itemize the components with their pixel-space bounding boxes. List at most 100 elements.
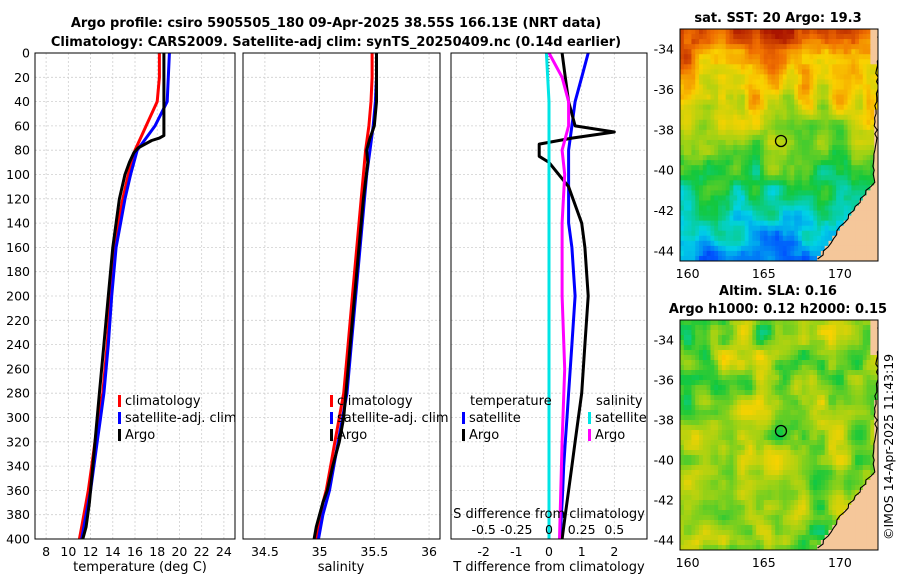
sla-cell [771,410,776,416]
sst-cell [699,205,704,212]
sst-cell [767,104,772,111]
sla-cell [866,440,871,446]
sst-cell [695,220,700,227]
sst-cell [801,225,807,232]
sst-cell [691,170,696,176]
sst-cell [820,195,826,202]
sst-cell [851,99,856,106]
sst-cell [813,230,818,237]
sst-cell [820,29,826,35]
sst-cell [733,129,738,136]
sla-cell [771,425,776,431]
sla-cell [733,465,738,471]
sla-cell [740,340,746,346]
sla-cell [862,475,868,481]
sst-cell [733,64,738,70]
sst-cell [699,220,704,227]
sst-cell [763,160,769,166]
sla-cell [828,400,833,406]
sla-cell [771,450,776,456]
sla-cell [710,465,715,471]
sla-cell [836,545,841,550]
sst-cell [687,155,693,161]
sla-cell [763,440,769,446]
sla-cell [794,410,799,416]
sst-cell [687,34,693,40]
sst-cell [718,114,723,121]
sst-cell [862,109,868,116]
sla-cell [767,535,772,541]
sla-cell [714,470,719,476]
sla-cell [725,425,731,431]
sst-cell [763,54,769,60]
sst-cell [763,99,769,106]
sla-cell [752,490,757,496]
sst-cell [858,255,864,261]
x-tick-label: 24 [216,544,232,559]
sla-cell [718,545,723,550]
sst-cell [858,54,864,60]
sla-cell [843,475,849,481]
sst-cell [767,124,772,131]
sst-cell [763,240,769,247]
sst-cell [847,160,852,166]
sla-cell [790,350,795,356]
sla-cell [748,340,753,346]
sla-cell [752,440,757,446]
sst-cell [752,170,757,176]
sla-cell [771,380,776,386]
sla-cell [851,385,856,391]
sst-cell [790,139,795,146]
sla-cell [763,470,769,476]
sst-y-tick-label: -38 [654,122,674,137]
sst-cell [836,129,841,136]
sst-cell [687,150,693,156]
sla-cell [824,390,830,396]
sst-cell [763,175,769,181]
sla-cell [725,545,731,550]
sla-cell [858,450,864,456]
sst-cell [862,210,868,217]
sla-cell [737,360,742,366]
sst-cell [714,145,719,151]
sla-y-tick-label: -40 [654,453,674,468]
sla-cell [836,460,841,466]
sst-cell [721,89,727,96]
sla-cell [710,405,715,411]
sst-cell [687,180,693,186]
sla-cell [699,350,704,356]
sst-cell [798,250,803,257]
sst-cell [687,89,693,96]
sla-cell [809,350,814,356]
sla-cell [801,405,807,411]
sla-cell [725,490,731,496]
sla-cell [779,325,784,331]
sla-cell [759,460,765,466]
sst-cell [782,175,788,181]
sst-cell [798,29,803,35]
sst-cell [740,34,746,40]
sst-cell [740,145,746,151]
sst-cell [680,119,685,126]
sst-cell [710,99,715,106]
sst-cell [858,49,864,55]
sla-cell [870,355,875,361]
sst-cell [748,215,753,222]
sla-cell [824,425,830,431]
sla-cell [809,475,814,481]
sst-cell [687,129,693,136]
sla-cell [744,360,750,366]
sst-cell [718,220,723,227]
sla-cell [805,330,811,336]
sst-cell [779,39,784,45]
sla-cell [718,325,723,331]
sst-cell [752,220,757,227]
sst-cell [683,29,689,35]
sst-cell [699,145,704,151]
sst-cell [702,59,708,65]
sst-cell [759,180,765,186]
sla-cell [862,400,868,406]
sla-cell [805,430,811,436]
sst-cell [691,215,696,222]
sla-cell [721,535,727,541]
